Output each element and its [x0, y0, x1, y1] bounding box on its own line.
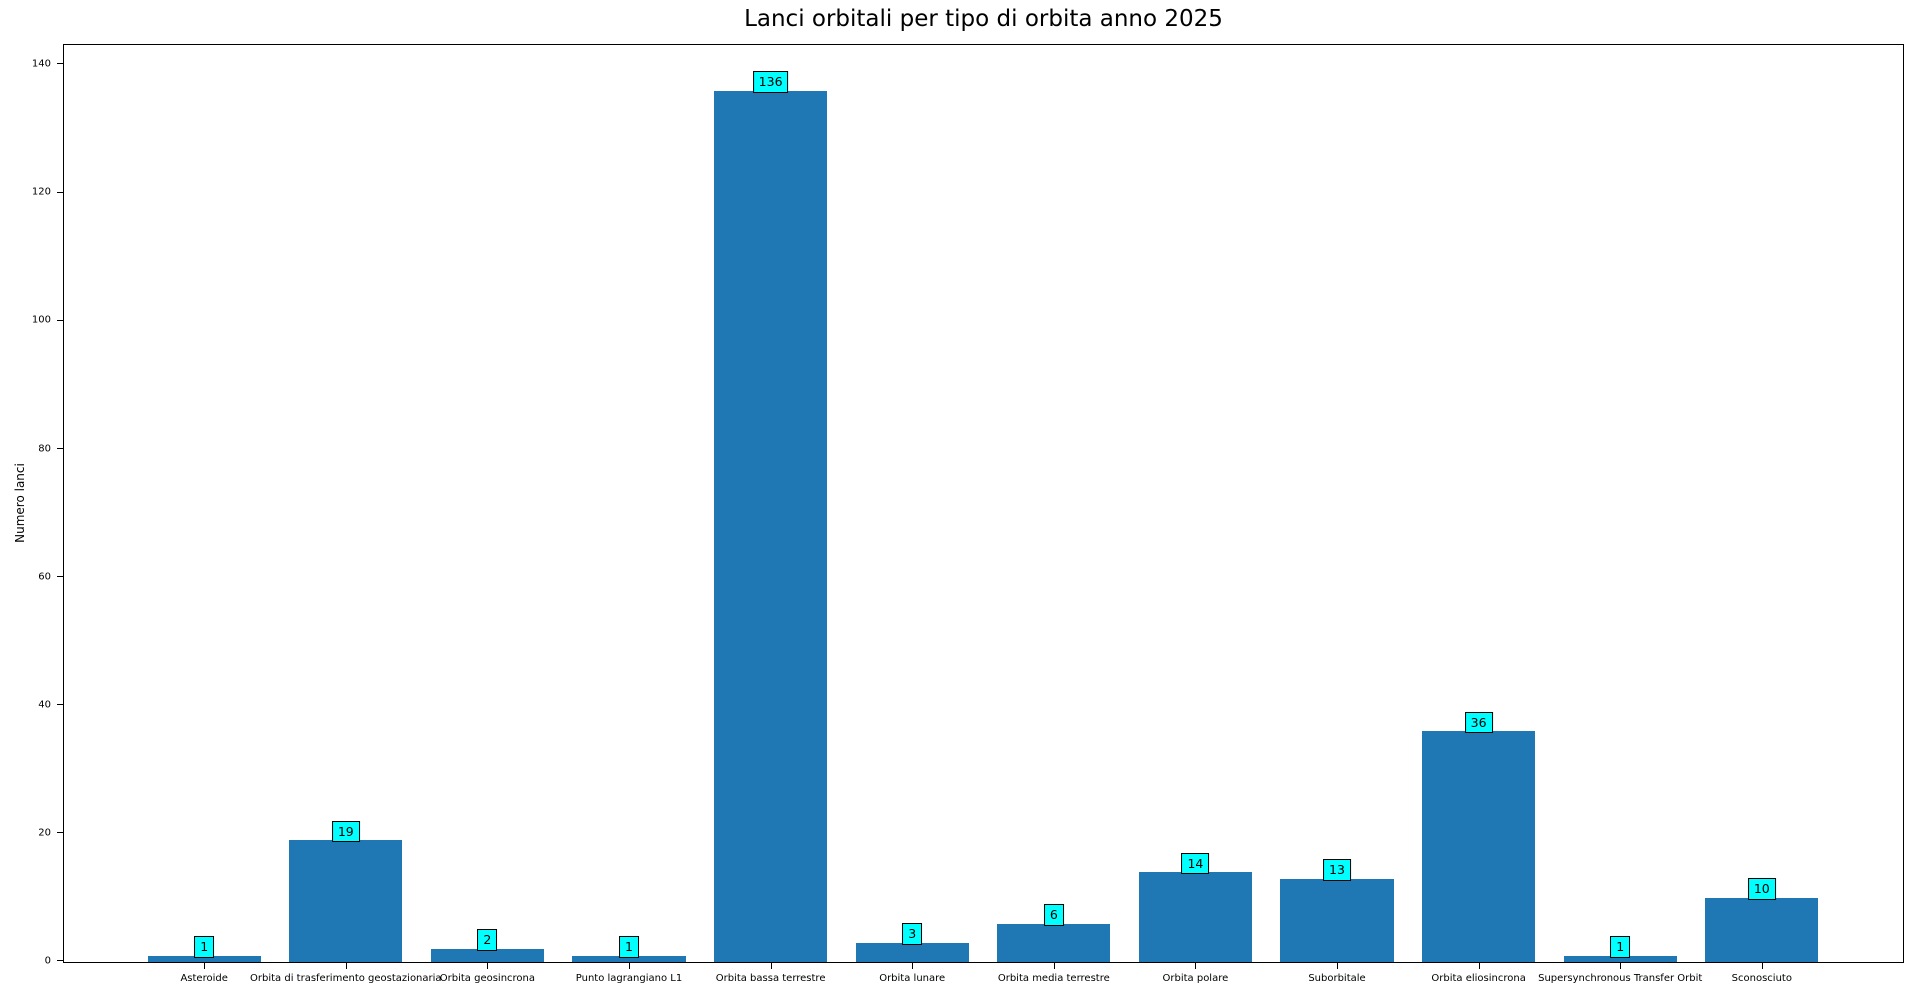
bar	[289, 840, 403, 962]
bar-value-label: 1	[619, 935, 639, 958]
bar	[572, 955, 686, 962]
y-tick-label: 80	[38, 443, 51, 455]
x-tick-label: Orbita di trasferimento geostazionaria	[250, 973, 442, 984]
bar	[1705, 897, 1819, 962]
y-tick-label: 40	[38, 699, 51, 711]
bar-value-label: 13	[1323, 858, 1351, 881]
y-tick-mark	[56, 960, 63, 962]
x-tick-mark	[1620, 962, 1622, 969]
y-tick-label: 120	[31, 186, 51, 198]
bar	[147, 955, 261, 962]
x-tick-label: Orbita bassa terrestre	[715, 973, 826, 984]
x-tick-label: Orbita polare	[1162, 973, 1229, 984]
bar	[855, 942, 969, 962]
bar-value-label: 1	[1610, 935, 1631, 958]
x-tick-mark	[770, 962, 772, 969]
bar	[1280, 878, 1394, 962]
y-tick-label: 140	[31, 58, 51, 70]
x-tick-label: Orbita media terrestre	[997, 973, 1110, 984]
y-tick-mark	[56, 191, 63, 193]
x-tick-label: Suborbitale	[1308, 973, 1366, 984]
y-tick-mark	[56, 319, 63, 321]
x-tick-label: Asteroide	[180, 973, 228, 984]
x-tick-mark	[1195, 962, 1197, 969]
x-tick-mark	[1761, 962, 1763, 969]
x-tick-label: Orbita eliosincrona	[1431, 973, 1526, 984]
bar-value-label: 36	[1464, 711, 1493, 734]
y-tick-label: 100	[31, 314, 51, 326]
y-tick-label: 0	[44, 955, 51, 967]
x-tick-mark	[204, 962, 206, 969]
bar	[1138, 872, 1253, 962]
bar	[1563, 955, 1677, 962]
bar	[1421, 731, 1536, 962]
x-tick-mark	[1337, 962, 1338, 969]
y-tick-mark	[56, 832, 63, 834]
x-tick-label: Sconosciuto	[1731, 973, 1792, 984]
y-tick-label: 20	[38, 827, 51, 839]
y-tick-mark	[56, 575, 63, 577]
x-tick-label: Punto lagrangiano L1	[575, 973, 683, 984]
x-tick-mark	[487, 962, 489, 969]
x-tick-label: Orbita geosincrona	[439, 973, 536, 984]
bar	[997, 923, 1111, 962]
x-tick-label: Supersynchronous Transfer Orbit	[1538, 973, 1703, 984]
x-tick-mark	[345, 962, 347, 969]
bar-value-label: 136	[752, 71, 789, 93]
bar	[430, 949, 545, 962]
y-tick-label: 60	[38, 571, 51, 583]
bar-value-label: 6	[1043, 903, 1064, 926]
bar-value-label: 19	[331, 820, 360, 843]
bar	[713, 90, 828, 962]
y-tick-mark	[56, 704, 63, 706]
bar-value-label: 14	[1181, 852, 1210, 875]
bar-value-label: 10	[1747, 878, 1776, 900]
x-tick-label: Orbita lunare	[879, 973, 946, 984]
bar-value-label: 1	[194, 935, 215, 958]
y-axis-label: Numero lanci	[13, 463, 27, 543]
plot-area: 1 Asteroide 19 Orbita di trasferimento geos…	[32, 44, 1904, 984]
y-tick-mark	[56, 63, 63, 65]
x-tick-mark	[1478, 962, 1480, 969]
x-tick-mark	[1053, 962, 1055, 969]
y-tick-mark	[56, 447, 63, 449]
x-tick-mark	[912, 962, 914, 969]
chart-title: Lanci orbitali per tipo di orbita anno 2…	[744, 6, 1223, 32]
bar-value-label: 3	[902, 923, 923, 945]
bar-value-label: 2	[477, 929, 498, 952]
x-tick-mark	[628, 962, 630, 969]
